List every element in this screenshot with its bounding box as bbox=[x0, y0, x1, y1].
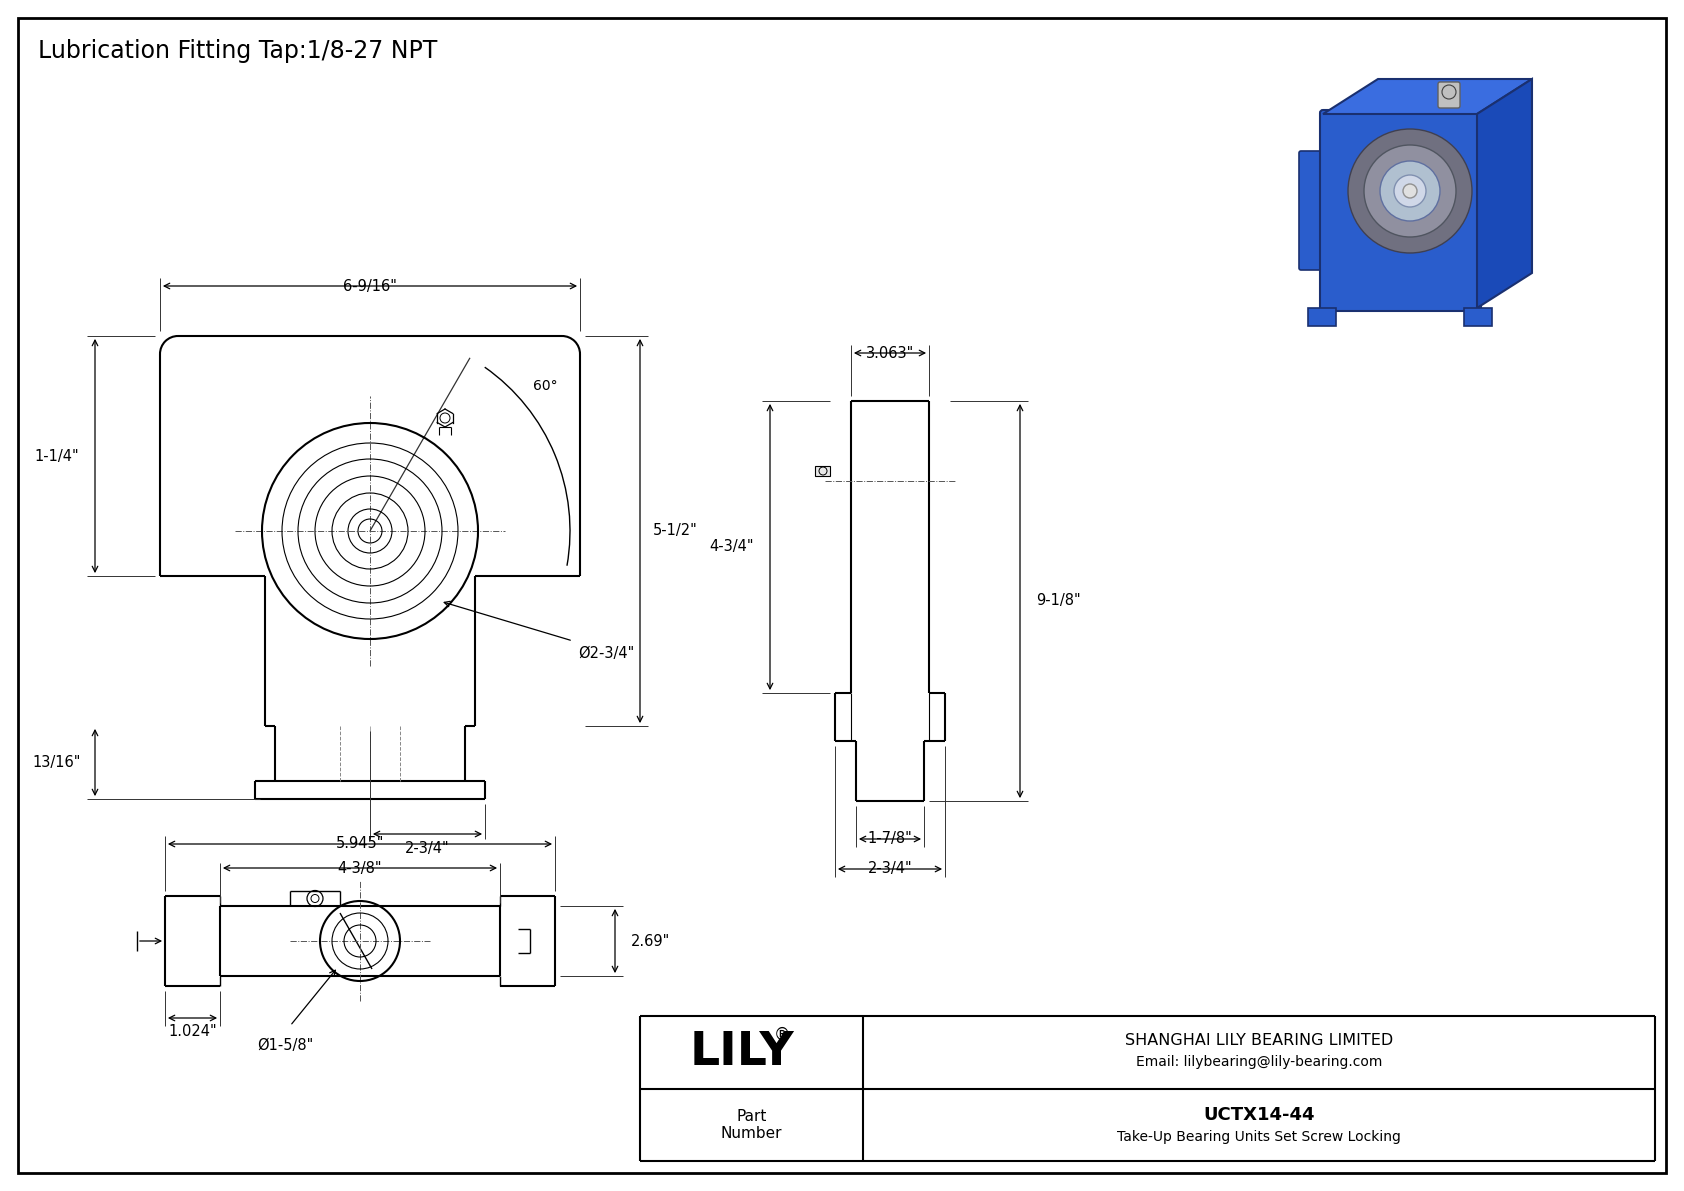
Text: 9-1/8": 9-1/8" bbox=[1036, 593, 1081, 609]
Text: 13/16": 13/16" bbox=[32, 755, 81, 771]
Polygon shape bbox=[1477, 79, 1532, 308]
FancyBboxPatch shape bbox=[1438, 82, 1460, 108]
Text: 4-3/4": 4-3/4" bbox=[709, 540, 754, 555]
FancyBboxPatch shape bbox=[1320, 110, 1480, 311]
Text: 2.69": 2.69" bbox=[630, 934, 670, 948]
Text: Email: lilybearing@lily-bearing.com: Email: lilybearing@lily-bearing.com bbox=[1135, 1055, 1383, 1070]
Text: Ø1-5/8": Ø1-5/8" bbox=[258, 1039, 313, 1053]
Text: Ø2-3/4": Ø2-3/4" bbox=[578, 646, 635, 661]
Circle shape bbox=[1394, 175, 1426, 207]
Text: Lubrication Fitting Tap:1/8-27 NPT: Lubrication Fitting Tap:1/8-27 NPT bbox=[39, 39, 438, 63]
Text: 4-3/8": 4-3/8" bbox=[338, 861, 382, 875]
Text: 5-1/2": 5-1/2" bbox=[653, 524, 697, 538]
Text: Part
Number: Part Number bbox=[721, 1109, 783, 1141]
Text: 60°: 60° bbox=[532, 379, 557, 393]
Text: ®: ® bbox=[773, 1025, 790, 1043]
Circle shape bbox=[1379, 161, 1440, 222]
Polygon shape bbox=[1324, 79, 1532, 114]
Text: 2-3/4": 2-3/4" bbox=[406, 841, 450, 855]
Text: 1.024": 1.024" bbox=[168, 1024, 217, 1040]
Text: LILY: LILY bbox=[689, 1030, 793, 1074]
Circle shape bbox=[1403, 183, 1416, 198]
Text: 1-1/4": 1-1/4" bbox=[35, 449, 79, 463]
Bar bbox=[1308, 308, 1335, 326]
Text: 6-9/16": 6-9/16" bbox=[344, 279, 397, 293]
Bar bbox=[815, 466, 830, 476]
FancyBboxPatch shape bbox=[1298, 151, 1325, 270]
Bar bbox=[1463, 308, 1492, 326]
Text: SHANGHAI LILY BEARING LIMITED: SHANGHAI LILY BEARING LIMITED bbox=[1125, 1033, 1393, 1048]
Circle shape bbox=[1364, 145, 1457, 237]
Polygon shape bbox=[1477, 251, 1512, 268]
Text: 1-7/8": 1-7/8" bbox=[867, 831, 913, 847]
Text: UCTX14-44: UCTX14-44 bbox=[1204, 1105, 1315, 1124]
Text: 3.063": 3.063" bbox=[866, 345, 914, 361]
Text: 2-3/4": 2-3/4" bbox=[867, 861, 913, 877]
Text: Take-Up Bearing Units Set Screw Locking: Take-Up Bearing Units Set Screw Locking bbox=[1116, 1130, 1401, 1143]
Circle shape bbox=[1347, 129, 1472, 252]
Text: 5.945": 5.945" bbox=[335, 836, 384, 852]
